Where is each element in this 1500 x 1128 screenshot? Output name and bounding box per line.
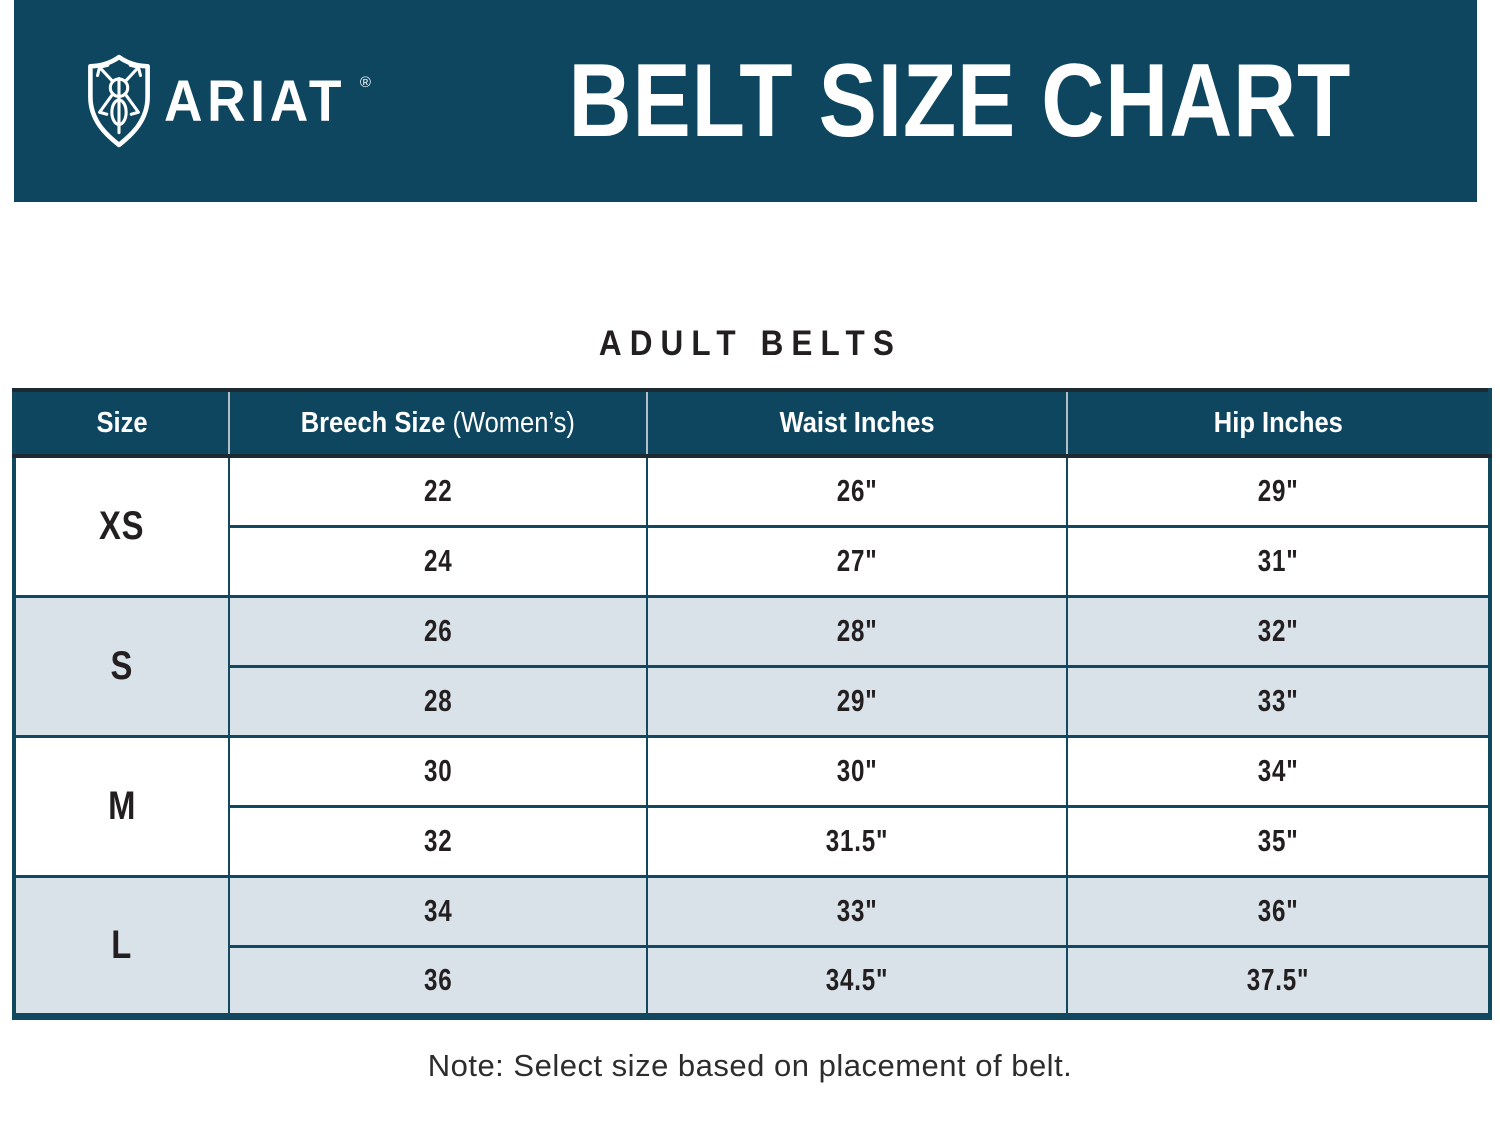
hip-cell: 34" [1066,736,1490,808]
column-header-waist-inches: Waist Inches [646,390,1067,458]
table-row: XS 22 26" 29" [14,456,1490,596]
size-label-l: L [14,876,229,1016]
hip-cell: 37.5" [1066,946,1490,1016]
waist-cell: 27" [646,526,1067,596]
page-title: BELT SIZE CHART [568,42,1352,159]
registered-mark: ® [359,73,371,91]
size-group-m: M 30 30" 34" 32 31.5" 35" [14,736,1490,876]
size-label-m: M [14,736,229,876]
table-row: L 34 33" 36" [14,876,1490,1016]
breech-cell: 22 [228,456,647,528]
size-group-l: L 34 33" 36" 36 34.5" 37.5" [14,876,1490,1016]
column-header-hip-inches: Hip Inches [1066,390,1490,458]
waist-cell: 29" [646,666,1067,736]
ariat-shield-icon [86,54,152,148]
waist-cell: 28" [646,596,1067,668]
table-row: S 26 28" 32" [14,596,1490,736]
waist-cell: 33" [646,876,1067,948]
size-group-xs: XS 22 26" 29" 24 27" 31" [14,456,1490,596]
size-label-s: S [14,596,229,736]
column-header-breech-size: Breech Size (Women’s) [228,390,647,458]
hip-cell: 35" [1066,806,1490,876]
table-row: 24 27" 31" [14,526,1490,596]
hip-cell: 32" [1066,596,1490,668]
breech-cell: 32 [228,806,647,876]
size-group-s: S 26 28" 32" 28 29" 33" [14,596,1490,736]
table-row: 32 31.5" 35" [14,806,1490,876]
waist-cell: 31.5" [646,806,1067,876]
breech-cell: 36 [228,946,647,1016]
hip-cell: 31" [1066,526,1490,596]
header-banner: ARIAT ® BELT SIZE CHART [14,0,1477,202]
table-row: 36 34.5" 37.5" [14,946,1490,1016]
hip-cell: 36" [1066,876,1490,948]
breech-cell: 30 [228,736,647,808]
waist-cell: 34.5" [646,946,1067,1016]
table-header: Size Breech Size (Women’s) Waist Inches … [14,390,1490,458]
hip-cell: 33" [1066,666,1490,736]
table-header-row: Size Breech Size (Women’s) Waist Inches … [14,390,1490,458]
footer-note: Note: Select size based on placement of … [427,1047,1073,1083]
belt-size-table: Size Breech Size (Women’s) Waist Inches … [12,388,1492,1020]
waist-cell: 26" [646,456,1067,528]
table-row: M 30 30" 34" [14,736,1490,876]
brand-name: ARIAT [164,68,347,134]
column-header-size: Size [14,390,229,458]
table-row: 28 29" 33" [14,666,1490,736]
ariat-logo: ARIAT ® [86,54,373,148]
section-heading: ADULT BELTS [598,324,902,363]
hip-cell: 29" [1066,456,1490,528]
breech-cell: 28 [228,666,647,736]
breech-cell: 34 [228,876,647,948]
breech-cell: 26 [228,596,647,668]
size-label-xs: XS [14,456,229,596]
waist-cell: 30" [646,736,1067,808]
breech-cell: 24 [228,526,647,596]
